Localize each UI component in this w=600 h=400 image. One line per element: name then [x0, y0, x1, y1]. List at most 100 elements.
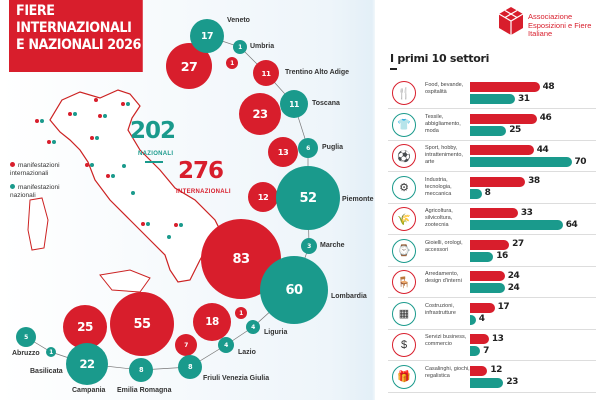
- region-label-veneto: Veneto: [227, 17, 250, 24]
- sector-name: Industria, tecnologia, meccanica: [425, 176, 452, 197]
- bubble-nazionali-umbria: 1: [233, 40, 247, 54]
- bubble-internazionali-emilia-romagna: 55: [110, 292, 174, 356]
- total-internazionali-label: INTERNAZIONALI: [176, 189, 231, 195]
- value-internazionali: 46: [539, 113, 552, 123]
- sector-name: Tessile, abbigliamento, moda: [425, 113, 461, 134]
- bar-internazionali: [470, 334, 489, 344]
- bar-nazionali: [470, 94, 515, 104]
- sector-row: 🪑 Arredamento, design d'interni 24 24: [388, 267, 596, 298]
- bar-internazionali: [470, 239, 510, 250]
- gift-icon: 🎁: [392, 364, 416, 389]
- title-line: FIERE: [16, 3, 55, 19]
- title-line: E NAZIONALI 2026: [16, 37, 141, 53]
- bar-nazionali: [470, 283, 505, 293]
- bubble-nazionali-campania: 22: [66, 343, 108, 385]
- bar-nazionali: [470, 377, 504, 388]
- logo-line: Italiane: [528, 29, 553, 38]
- total-internazionali: 276: [178, 158, 224, 184]
- region-label-lazio: Lazio: [238, 349, 256, 356]
- value-nazionali: 16: [496, 251, 508, 261]
- bubble-internazionali-lazio: 18: [193, 303, 231, 341]
- bar-nazionali: [470, 188, 482, 199]
- value-nazionali: 31: [517, 93, 530, 104]
- map-dots: [35, 98, 183, 239]
- legend-nazionali: manifestazioni nazionali: [10, 184, 70, 200]
- value-internazionali: 12: [490, 365, 502, 375]
- bubble-nazionali-marche: 3: [301, 238, 317, 254]
- sector-name: Food, bevande, ospitalità: [425, 82, 464, 95]
- value-internazionali: 17: [497, 302, 510, 312]
- divider: [145, 161, 163, 163]
- sector-name: Gioielli, orologi, accessori: [425, 239, 463, 253]
- bubble-internazionali-veneto: 27: [166, 43, 212, 89]
- region-label-piemonte: Piemonte: [342, 196, 374, 203]
- value-internazionali: 44: [536, 144, 549, 155]
- aefi-logo-icon: [498, 7, 524, 35]
- sector-row: 🍴 Food, bevande, ospitalità 48 31: [388, 78, 596, 109]
- bubble-nazionali-toscana: 11: [280, 90, 308, 118]
- value-nazionali: 24: [507, 282, 520, 293]
- bubble-internazionali-campania: 25: [63, 305, 107, 349]
- shirt-icon: 👕: [392, 112, 416, 137]
- value-internazionali: 38: [528, 176, 540, 186]
- value-nazionali: 64: [565, 219, 578, 230]
- region-label-puglia: Puglia: [322, 144, 344, 151]
- region-label-liguria: Liguria: [264, 329, 288, 336]
- bubble-nazionali-basilicata: 1: [46, 347, 56, 357]
- region-label-campania: Campania: [72, 387, 106, 394]
- bubble-internazionali-toscana: 23: [239, 93, 281, 135]
- region-label-toscana: Toscana: [312, 100, 340, 107]
- value-internazionali: 24: [507, 270, 520, 281]
- legend-internazionali: manifestazioni internazionali: [10, 162, 70, 178]
- sectors-panel: [375, 0, 600, 400]
- bar-nazionali: [470, 220, 563, 230]
- sector-name: Arredamento, design d'interni: [425, 271, 462, 284]
- teal-dot-icon: [10, 184, 15, 189]
- bar-internazionali: [470, 82, 540, 92]
- region-label-trentino-alto-adige: Trentino Alto Adige: [285, 69, 350, 76]
- bar-nazionali: [470, 346, 481, 356]
- gear-icon: ⚙: [392, 175, 416, 200]
- bubble-nazionali-lombardia: 60: [260, 256, 328, 324]
- sector-row: ⚽ Sport, hobby, intrattenimento, arte 44 70: [388, 141, 596, 172]
- bubble-internazionali-liguria: 1: [235, 307, 247, 319]
- chair-icon: 🪑: [392, 270, 416, 294]
- bubble-nazionali-puglia: 6: [298, 138, 318, 158]
- bubble-nazionali-emilia-romagna: 8: [129, 358, 153, 382]
- logo-line: Esposizioni e Fiere: [528, 20, 592, 30]
- value-nazionali: 4: [478, 314, 485, 324]
- italy-map: [27, 89, 226, 293]
- bar-internazionali: [470, 365, 488, 376]
- bubble-internazionali-puglia: 13: [268, 137, 298, 167]
- total-nazionali-label: NAZIONALI: [138, 151, 174, 157]
- bar-internazionali: [470, 176, 526, 187]
- region-label-friuli-venezia-giulia: Friuli Venezia Giulia: [203, 375, 270, 382]
- legend-label: manifestazioni nazionali: [10, 184, 60, 199]
- value-internazionali: 33: [520, 207, 533, 218]
- sector-name: Sport, hobby, intrattenimento, arte: [425, 145, 463, 165]
- value-nazionali: 70: [574, 156, 587, 167]
- region-label-lombardia: Lombardia: [331, 293, 367, 300]
- farm-icon: 🌾: [392, 207, 416, 231]
- region-label-marche: Marche: [320, 242, 345, 249]
- total-nazionali: 202: [130, 118, 176, 144]
- bar-internazionali: [470, 271, 505, 281]
- sector-name: Casalinghi, giochi, regalistica: [425, 365, 470, 379]
- value-nazionali: 25: [509, 125, 521, 135]
- bubble-nazionali-abruzzo: 5: [16, 327, 36, 347]
- value-internazionali: 13: [491, 333, 504, 344]
- value-internazionali: 48: [542, 81, 555, 92]
- bubble-internazionali-friuli-venezia-giulia: 7: [175, 334, 197, 356]
- page-title: FIERE INTERNAZIONALI E NAZIONALI 2026: [9, 0, 143, 72]
- bar-internazionali: [470, 113, 537, 124]
- sector-row: ▦ Costruzioni, infrastrutture 17 4: [388, 299, 596, 330]
- bar-internazionali: [470, 145, 534, 155]
- fork-knife-icon: 🍴: [392, 81, 416, 105]
- bar-nazionali: [470, 314, 476, 325]
- logo-line: Associazione: [528, 12, 573, 21]
- sector-row: 🎁 Casalinghi, giochi, regalistica 12 23: [388, 362, 596, 393]
- building-icon: ▦: [392, 301, 416, 326]
- value-nazionali: 7: [483, 345, 489, 356]
- bubble-nazionali-lazio: 4: [218, 337, 234, 353]
- sport-icon: ⚽: [392, 144, 416, 168]
